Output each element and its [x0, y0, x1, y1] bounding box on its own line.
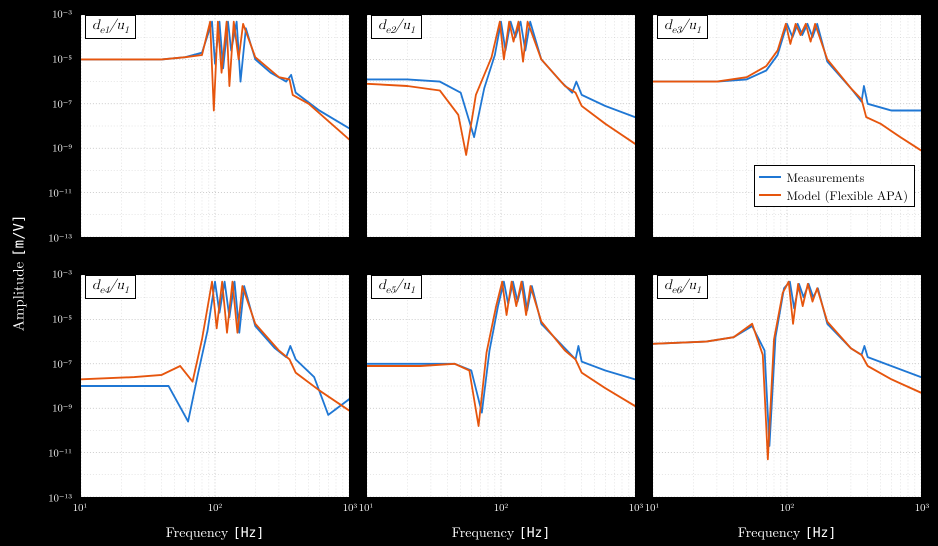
ylabel-text: Amplitude [8, 262, 29, 332]
figure-grid: de1/u110⁻¹³10⁻¹¹10⁻⁹10⁻⁷10⁻⁵10⁻³ de2/u1 … [72, 8, 930, 528]
xlabel-cell-1: Frequency [Hz] [72, 522, 358, 542]
panel-4: de4/u110¹10²10³10⁻¹³10⁻¹¹10⁻⁹10⁻⁷10⁻⁵10⁻… [76, 270, 354, 526]
xlabel-unit: [Hz] [233, 526, 264, 541]
panel-title: de4/u1 [85, 275, 136, 299]
plot-area: de5/u1 [366, 274, 636, 498]
xtick-labels: 10¹10²10³ [366, 500, 636, 514]
xlabel-cell-3: Frequency [Hz] [644, 522, 930, 542]
plot-area: de4/u1 [80, 274, 350, 498]
xtick-labels: 10¹10²10³ [652, 500, 922, 514]
legend: MeasurementsModel (Flexible APA) [754, 165, 915, 207]
plot-area: de3/u1 MeasurementsModel (Flexible APA) [652, 14, 922, 238]
legend-item: Model (Flexible APA) [759, 186, 908, 204]
row-top: de1/u110⁻¹³10⁻¹¹10⁻⁹10⁻⁷10⁻⁵10⁻³ de2/u1 … [72, 8, 930, 268]
panel-title: de6/u1 [657, 275, 708, 299]
ytick-labels: 10⁻¹³10⁻¹¹10⁻⁹10⁻⁷10⁻⁵10⁻³ [34, 14, 72, 238]
xlabel-text: Frequency [452, 522, 514, 542]
xlabel-text: Frequency [738, 522, 800, 542]
panel-title: de2/u1 [371, 15, 422, 39]
row-bottom: de4/u110¹10²10³10⁻¹³10⁻¹¹10⁻⁹10⁻⁷10⁻⁵10⁻… [72, 268, 930, 528]
panel-3: de3/u1 MeasurementsModel (Flexible APA) [648, 10, 926, 266]
plot-area: de2/u1 [366, 14, 636, 238]
xlabel-text: Frequency [166, 522, 228, 542]
y-axis-label: Amplitude [m/V] [8, 215, 29, 332]
panel-title: de1/u1 [85, 15, 136, 39]
xtick-labels: 10¹10²10³ [80, 500, 350, 514]
series-measurements [367, 282, 635, 413]
x-axis-label-row: Frequency [Hz] Frequency [Hz] Frequency … [72, 522, 930, 542]
xlabel-unit: [Hz] [805, 526, 836, 541]
panel-5: de5/u1 10¹10²10³ [362, 270, 640, 526]
ytick-labels: 10⁻¹³10⁻¹¹10⁻⁹10⁻⁷10⁻⁵10⁻³ [34, 274, 72, 498]
panel-2: de2/u1 [362, 10, 640, 266]
legend-label: Model (Flexible APA) [786, 186, 908, 204]
panel-title: de5/u1 [371, 275, 422, 299]
legend-swatch [759, 194, 781, 196]
xlabel-unit: [Hz] [519, 526, 550, 541]
series-model [81, 22, 349, 140]
plot-area: de6/u1 [652, 274, 922, 498]
xlabel-cell-2: Frequency [Hz] [358, 522, 644, 542]
panel-6: de6/u1 10¹10²10³ [648, 270, 926, 526]
legend-label: Measurements [786, 168, 864, 186]
panel-1: de1/u110⁻¹³10⁻¹¹10⁻⁹10⁻⁷10⁻⁵10⁻³ [76, 10, 354, 266]
plot-area: de1/u1 [80, 14, 350, 238]
ylabel-unit: [m/V] [12, 215, 28, 257]
legend-item: Measurements [759, 168, 908, 186]
legend-swatch [759, 176, 781, 178]
panel-title: de3/u1 [657, 15, 708, 39]
